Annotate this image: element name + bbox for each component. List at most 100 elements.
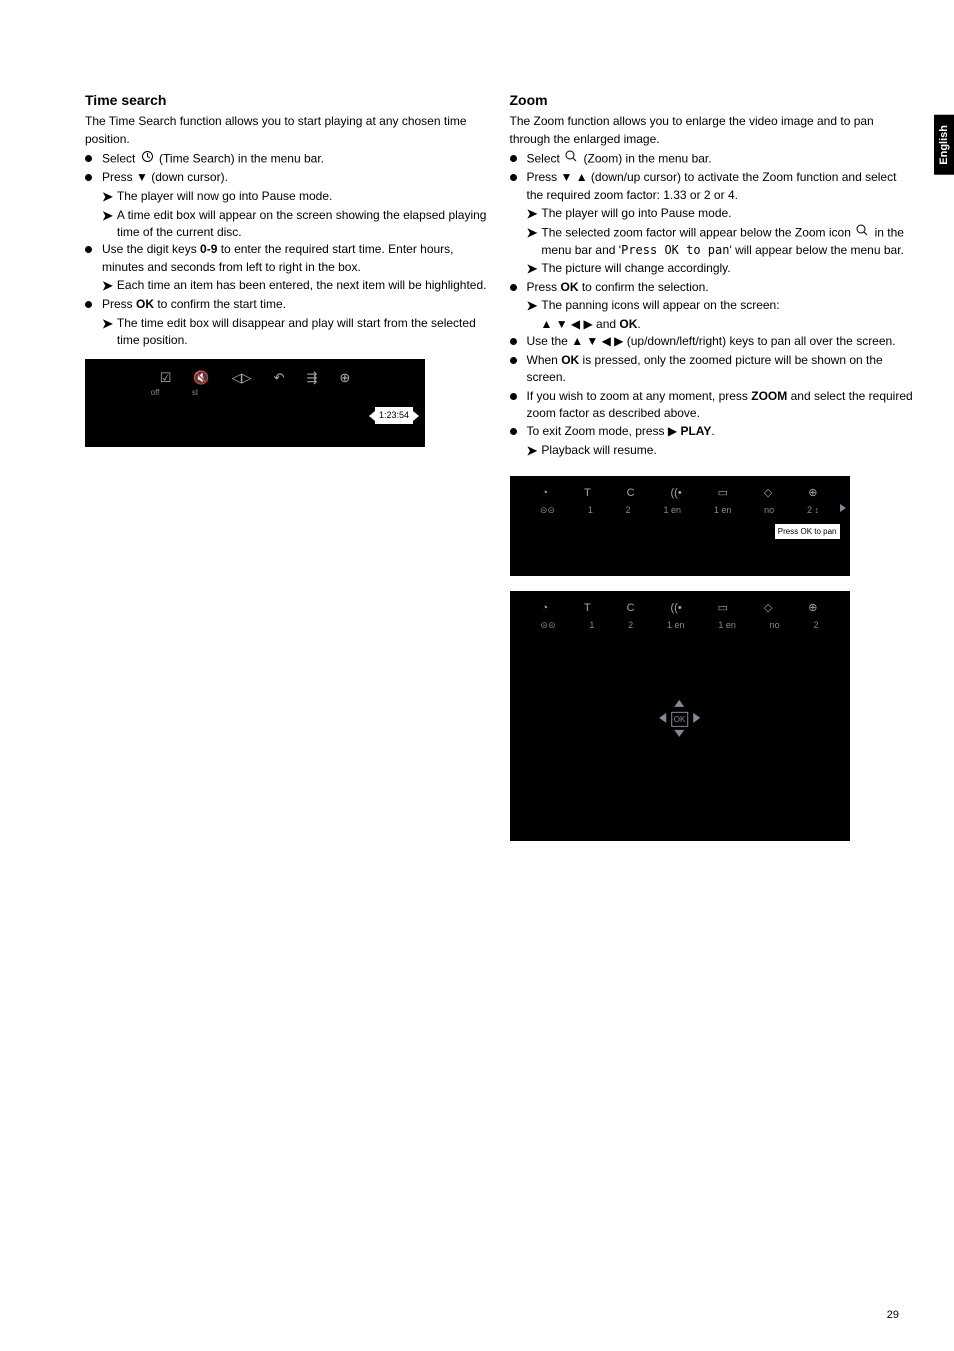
time-search-intro: The Time Search function allows you to s… [85,113,490,148]
zoom-icon [565,150,578,168]
osd-iconbar: ◔ T C ((• ▭ ◇ ⊕ [510,601,850,617]
bullet-text: Select (Time Search) in the menu bar. [102,150,490,168]
bullet-text: When OK is pressed, only the zoomed pict… [527,352,915,387]
osd-iconbar: ◔ T C ((• ▭ ◇ ⊕ [510,486,850,502]
bullet-digits: Use the digit keys 0-9 to enter the requ… [85,241,490,276]
arrow-icon: ➤ [102,277,113,296]
osd-zoom-pan: ◔ T C ((• ▭ ◇ ⊕ ⊝⊝ 1 2 1 en 1 en no 2 OK [510,591,850,841]
osd-label: 1 [588,504,593,517]
pan-arrows-line: ▲ ▼ ◀ ▶ and OK. [510,316,915,333]
pan-control: OK [671,709,689,727]
osd-labelbar: ⊝⊝ 1 2 1 en 1 en no 2 [510,619,850,632]
osd-time-chip: 1:23:54 [375,407,413,424]
osd-label: 1 en [718,619,736,632]
language-tab: English [934,115,954,175]
osd-label: 1 en [714,504,732,517]
bullet-text: If you wish to zoom at any moment, press… [527,388,915,423]
triangle-down-icon [675,730,685,737]
arrow-icon: ➤ [527,260,538,279]
osd-icon: ⊕ [339,369,350,388]
osd-icon: ◔ [541,601,548,617]
bullet-text: Press ▼ ▲ (down/up cursor) to activate t… [527,169,915,204]
osd-label [306,387,324,399]
pan-ok-box: OK [671,711,689,727]
osd-icon: ◁▷ [232,369,252,388]
osd-icon: C [627,601,635,617]
time-search-heading: Time search [85,90,490,110]
bullet-icon [85,174,92,181]
osd-icon: T [584,486,591,502]
osd-label: 1 en [663,504,681,517]
osd-label: st [186,387,204,399]
osd-label: 2 ↕ [807,504,819,517]
osd-zoom-confirm: ◔ T C ((• ▭ ◇ ⊕ ⊝⊝ 1 2 1 en 1 en no 2 ↕ … [510,476,850,576]
triangle-right-icon [693,713,700,723]
bullet-icon [510,428,517,435]
osd-label: no [764,504,774,517]
bullet-text: Press OK to confirm the start time. [102,296,490,313]
osd-icon: T [584,601,591,617]
arrow-icon: ➤ [527,442,538,461]
arrow-icon: ➤ [102,315,113,334]
osd-label: ⊝⊝ [540,504,555,517]
bullet-icon [85,155,92,162]
bullet-icon [510,393,517,400]
osd-icon: ((• [671,486,682,502]
osd-labelbar: off st [85,387,425,399]
bullet-text: Press ▼ (down cursor). [102,169,490,186]
arrow-icon: ➤ [527,297,538,316]
osd-label: 1 [589,619,594,632]
osd-icon: ↶ [274,369,285,388]
result-zfactor: ➤ The selected zoom factor will appear b… [510,224,915,260]
result-pause: ➤The player will now go into Pause mode. [85,188,490,207]
osd-label: 1 en [667,619,685,632]
osd-icon: ◇ [764,486,772,502]
bullet-text: Use the ▲ ▼ ◀ ▶ (up/down/left/right) key… [527,333,915,350]
zoom-icon [856,224,869,242]
result-highlight: ➤Each time an item has been entered, the… [85,277,490,296]
osd-label: 2 [813,619,818,632]
bullet-zok: Press OK to confirm the selection. [510,279,915,296]
result-zpic: ➤The picture will change accordingly. [510,260,915,279]
arrow-icon: ➤ [102,188,113,207]
osd-label: ⊝⊝ [540,619,555,632]
osd-icon: ((• [671,601,682,617]
arrow-right-icon [840,504,846,512]
result-zpause: ➤The player will go into Pause mode. [510,205,915,224]
osd-icon: ☑ [160,369,172,388]
bullet-text: Use the digit keys 0-9 to enter the requ… [102,241,490,276]
bullet-select-zoom: Select (Zoom) in the menu bar. [510,150,915,168]
osd-icon: ⇶ [306,369,317,388]
arrow-icon: ➤ [527,224,538,243]
osd-icon: ▭ [718,486,728,502]
bullet-ok-zoomed: When OK is pressed, only the zoomed pict… [510,352,915,387]
arrow-icon: ➤ [527,205,538,224]
result-panicons: ➤The panning icons will appear on the sc… [510,297,915,316]
bullet-select-time: Select (Time Search) in the menu bar. [85,150,490,168]
page-number: 29 [887,1309,899,1321]
zoom-heading: Zoom [510,90,915,110]
result-disappear: ➤The time edit box will disappear and pl… [85,315,490,350]
osd-iconbar: ☑ 🔇 ◁▷ ↶ ⇶ ⊕ [85,369,425,388]
zoom-intro: The Zoom function allows you to enlarge … [510,113,915,148]
osd-icon: C [627,486,635,502]
result-editbox: ➤A time edit box will appear on the scre… [85,207,490,242]
osd-label [346,387,364,399]
osd-label: 2 [628,619,633,632]
osd-label: no [770,619,780,632]
bullet-icon [85,301,92,308]
result-resume: ➤Playback will resume. [510,442,915,461]
bullet-press-updown: Press ▼ ▲ (down/up cursor) to activate t… [510,169,915,204]
osd-icon: ⊕ [808,601,817,617]
bullet-text: Press OK to confirm the selection. [527,279,915,296]
osd-label [226,387,244,399]
osd-icon: 🔇 [193,369,209,388]
bullet-text: To exit Zoom mode, press ▶ PLAY. [527,423,915,440]
bullet-icon [510,284,517,291]
osd-icon: ⊕ [808,486,817,502]
clock-icon [141,150,154,168]
osd-icon: ◔ [541,486,548,502]
triangle-left-icon [659,713,666,723]
bullet-icon [510,338,517,345]
osd-icon: ▭ [718,601,728,617]
